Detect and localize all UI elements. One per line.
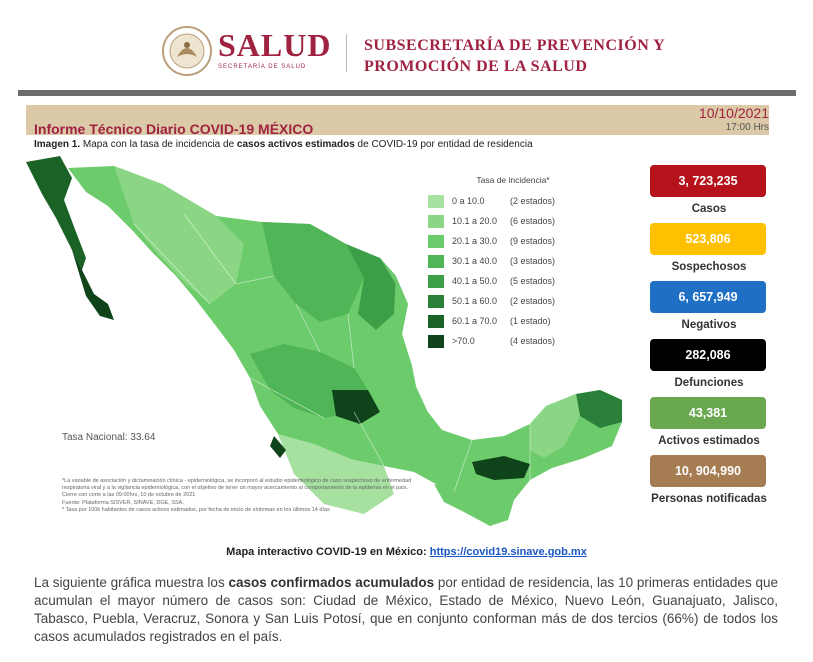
stats-panel: 3, 723,235 Casos 523,806 Sospechosos 6, 657,… — [646, 165, 772, 513]
legend-swatch — [428, 274, 444, 288]
paragraph-bold: casos confirmados acumulados — [228, 575, 435, 590]
legend-count: (3 estados) — [510, 256, 556, 266]
map-note-3: Fuente: Plataforma SISVER, SINAVE, DGE, … — [62, 499, 184, 506]
legend-row: 30.1 a 40.0 (3 estados) — [428, 251, 588, 271]
map-jalisco-coast — [270, 436, 286, 458]
legend-range: 50.1 a 60.0 — [452, 296, 498, 306]
stat-label: Casos — [691, 203, 727, 215]
stat-value-box: 6, 657,949 — [650, 281, 766, 313]
stat-label: Activos estimados — [658, 435, 760, 447]
legend-title: Tasa de incidencia* — [476, 175, 550, 185]
subsecretaria-line2: PROMOCIÓN DE LA SALUD — [364, 58, 588, 75]
summary-paragraph: La siguiente gráfica muestra los casos c… — [34, 574, 778, 646]
report-date: 10/10/2021 17:00 Hrs — [699, 105, 769, 135]
map-baja-california — [26, 156, 86, 270]
map-baja-california-sur — [72, 250, 114, 320]
stat-value-box: 10, 904,990 — [650, 455, 766, 487]
legend-row: 60.1 a 70.0 (1 estado) — [428, 311, 588, 331]
map-note-1: *La variable de asociación y dictaminaci… — [62, 478, 412, 492]
legend-range: 0 a 10.0 — [452, 196, 485, 206]
report-time-value: 17:00 Hrs — [725, 122, 769, 133]
legend-range: 10.1 a 20.0 — [452, 216, 498, 226]
legend-range: 20.1 a 30.0 — [452, 236, 498, 246]
map-nuevo-leon — [346, 244, 396, 330]
legend-count: (9 estados) — [510, 236, 556, 246]
caption-text-2: de COVID-19 por entidad de residencia — [354, 139, 533, 150]
legend-row: 50.1 a 60.0 (2 estados) — [428, 291, 588, 311]
legend-row: 10.1 a 20.0 (6 estados) — [428, 211, 588, 231]
header-rule — [18, 90, 796, 96]
stat-value-box: 282,086 — [650, 339, 766, 371]
map-north-states — [114, 166, 244, 304]
map-southwest — [278, 434, 394, 514]
legend-range: 60.1 a 70.0 — [452, 316, 498, 326]
legend-swatch — [428, 334, 444, 348]
legend-range: >70.0 — [452, 336, 475, 346]
paragraph-text-2: por entidad de residencia, las 10 primer… — [34, 575, 778, 644]
map-note-4: * Tasa por 100k habitantes de casos acti… — [62, 506, 330, 513]
mexico-incidence-map — [26, 156, 622, 526]
map-campeche — [530, 394, 580, 458]
brand-title: SALUD — [218, 27, 332, 63]
legend-count: (4 estados) — [510, 336, 556, 346]
stat-value-box: 523,806 — [650, 223, 766, 255]
map-note-2: Cierre con corte a las 09:00hrs, 10 de o… — [62, 492, 196, 499]
legend-count: (1 estado) — [510, 316, 551, 326]
caption-text-1: Mapa con la tasa de incidencia de — [80, 139, 237, 150]
legend-count: (2 estados) — [510, 196, 556, 206]
stat-label: Personas notificadas — [651, 493, 767, 505]
header: SALUD SECRETARÍA DE SALUD SUBSECRETARÍA … — [0, 0, 813, 92]
map-oaxaca-chiapas — [434, 484, 508, 526]
map-zacatecas-region — [332, 390, 380, 424]
legend-swatch — [428, 194, 444, 208]
interactive-map-link[interactable]: https://covid19.sinave.gob.mx — [429, 546, 587, 558]
mexico-seal-icon — [162, 26, 212, 76]
legend-swatch — [428, 294, 444, 308]
subsecretaria-title: SUBSECRETARÍA DE PREVENCIÓN Y PROMOCIÓN … — [364, 35, 665, 77]
map-tamaulipas — [376, 258, 412, 368]
legend-row: >70.0 (4 estados) — [428, 331, 588, 351]
brand: SALUD SECRETARÍA DE SALUD — [218, 28, 331, 70]
map-state-borders — [133, 213, 531, 493]
legend-swatch — [428, 234, 444, 248]
map-yucatan — [576, 390, 622, 428]
caption-bold: casos activos estimados — [236, 139, 355, 150]
legend-count: (5 estados) — [510, 276, 556, 286]
stat-label: Negativos — [681, 319, 737, 331]
legend-rows: 0 a 10.0 (2 estados) 10.1 a 20.0 (6 estados… — [428, 191, 588, 351]
legend-count: (2 estados) — [510, 296, 556, 306]
legend-swatch — [428, 214, 444, 228]
legend-row: 20.1 a 30.0 (9 estados) — [428, 231, 588, 251]
legend-row: 0 a 10.0 (2 estados) — [428, 191, 588, 211]
stat-value-box: 43,381 — [650, 397, 766, 429]
map-legend: Tasa de incidencia* 0 a 10.0 (2 estados) 1… — [428, 175, 588, 351]
stat-label: Sospechosos — [671, 261, 747, 273]
subsecretaria-line1: SUBSECRETARÍA DE PREVENCIÓN Y — [364, 37, 666, 54]
map-tabasco — [472, 456, 530, 480]
stat-value-box: 3, 723,235 — [650, 165, 766, 197]
figure-caption: Imagen 1. Mapa con la tasa de incidencia… — [34, 139, 533, 150]
link-prefix: Mapa interactivo COVID-19 en México: — [226, 546, 430, 558]
header-divider — [346, 34, 347, 72]
report-date-value: 10/10/2021 — [698, 105, 769, 121]
legend-row: 40.1 a 50.0 (5 estados) — [428, 271, 588, 291]
map-coahuila — [262, 222, 364, 322]
tasa-nacional: Tasa Nacional: 33.64 — [62, 432, 156, 443]
map-notes: *La variable de asociación y dictaminaci… — [62, 478, 422, 514]
caption-label: Imagen 1. — [34, 139, 81, 150]
legend-count: (6 estados) — [510, 216, 556, 226]
brand-subtitle: SECRETARÍA DE SALUD — [218, 64, 307, 70]
stat-label: Defunciones — [674, 377, 744, 389]
legend-swatch — [428, 254, 444, 268]
title-band — [26, 105, 769, 135]
report-title: Informe Técnico Diario COVID-19 MÉXICO — [34, 121, 314, 137]
legend-range: 30.1 a 40.0 — [452, 256, 498, 266]
legend-swatch — [428, 314, 444, 328]
interactive-map-link-line: Mapa interactivo COVID-19 en México: htt… — [0, 546, 813, 558]
paragraph-text-1: La siguiente gráfica muestra los — [34, 575, 229, 590]
legend-range: 40.1 a 50.0 — [452, 276, 498, 286]
